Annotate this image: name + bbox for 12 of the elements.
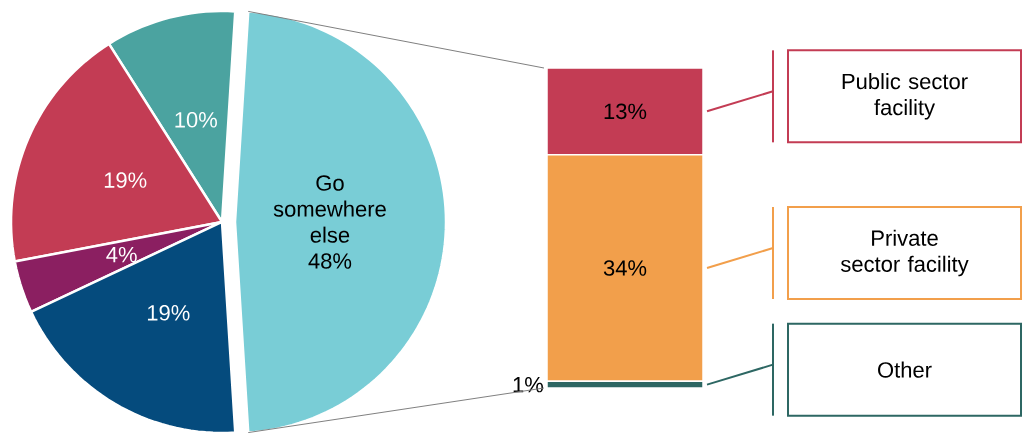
data-label: 13% xyxy=(604,103,647,120)
slice-label: Go somewhere else xyxy=(273,175,386,243)
data-label: 1% xyxy=(513,376,544,393)
data-label: 19% xyxy=(104,172,147,188)
data-label: 48% xyxy=(308,253,352,269)
text: Other xyxy=(878,361,932,378)
text: Public sector facility xyxy=(842,72,968,120)
data-label: 4% xyxy=(106,246,137,263)
data-label: 34% xyxy=(603,260,647,276)
data-label: 19% xyxy=(147,304,190,321)
text: Private sector facility xyxy=(840,229,969,277)
data-label: 10% xyxy=(175,111,217,128)
